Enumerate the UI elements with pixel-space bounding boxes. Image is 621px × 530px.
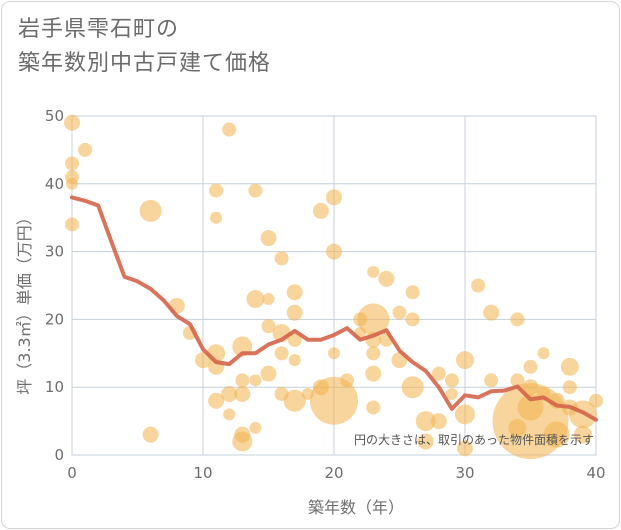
bubble-point (392, 305, 407, 320)
x-tick-label: 10 (193, 464, 212, 482)
bubble-point (234, 385, 251, 402)
bubble-point (328, 347, 340, 360)
bubble-point (262, 293, 275, 306)
bubble-point (431, 366, 446, 381)
y-tick-label: 50 (45, 107, 64, 125)
bubble-point (340, 373, 355, 388)
y-tick-label: 20 (45, 310, 64, 328)
bubble-point (444, 373, 459, 388)
x-tick-label: 30 (455, 464, 474, 482)
bubble-point (260, 230, 277, 247)
average-line-series (70, 195, 598, 422)
bubble-point (210, 211, 223, 224)
bubble-point (274, 346, 289, 361)
bubble-point (235, 373, 250, 388)
bubble-point (510, 373, 525, 388)
x-tick-label: 40 (586, 464, 605, 482)
bubble-point (64, 114, 80, 131)
bubble-point (573, 425, 592, 444)
bubble-point (366, 346, 381, 361)
chart-title-line-2: 築年数別中古戸建て価格 (18, 51, 272, 76)
bubble-point (221, 385, 238, 402)
axis-ticks: 0 10 20 30 40 0 10 20 30 40 50 (45, 107, 606, 482)
y-tick-label: 30 (45, 243, 64, 261)
average-price-line (70, 195, 598, 422)
bubble-point (283, 389, 306, 412)
bubble-point (367, 265, 380, 278)
bubble-point (415, 411, 436, 432)
bubble-point (366, 400, 381, 415)
bubble-point (195, 352, 211, 369)
bubble-point (139, 199, 162, 222)
bubble-point (248, 183, 263, 198)
bubble-point (456, 351, 474, 370)
bubble-point (405, 285, 420, 300)
bubble-point (430, 413, 447, 430)
bubble-series (64, 114, 603, 460)
bubble-point (457, 440, 473, 457)
bubble-point (365, 365, 382, 382)
bubble-point (537, 347, 550, 360)
bubble-point (274, 251, 289, 266)
bubble-point (142, 426, 159, 443)
bubble-point (417, 433, 434, 450)
bubble-point (484, 373, 499, 388)
bubble-point (326, 243, 342, 260)
bubble-point (222, 122, 237, 137)
bubble-point (378, 270, 395, 287)
bubble-point (310, 376, 358, 425)
bubble-point (261, 319, 276, 334)
bubble-size-note: 円の大きさは、取引のあった物件面積を示す (354, 432, 594, 447)
bubble-point (357, 303, 390, 336)
bubble-point (65, 217, 79, 232)
bubble-point (483, 304, 500, 321)
bubble-point (288, 354, 301, 367)
x-axis-title: 築年数（年） (308, 498, 404, 517)
x-tick-label: 0 (67, 464, 77, 482)
bubble-point (560, 357, 579, 376)
bubble-point (471, 278, 486, 293)
y-tick-label: 40 (45, 175, 64, 193)
bubble-point (78, 142, 93, 157)
bubble-point (208, 392, 225, 409)
bubble-point (562, 380, 577, 395)
bubble-point (589, 393, 603, 408)
bubble-point (401, 376, 424, 399)
bubble-point (523, 359, 538, 374)
bubble-point (312, 202, 329, 219)
bubble-point (249, 421, 262, 434)
bubble-point (510, 312, 525, 327)
bubble-point (405, 312, 420, 327)
bubble-point (249, 374, 262, 387)
bubble-point (65, 156, 79, 171)
bubble-point (455, 404, 475, 425)
bubble-point (543, 421, 570, 448)
bubble-point (209, 183, 224, 198)
bubble-point (246, 290, 265, 309)
bubble-point (287, 332, 302, 347)
bubble-point (286, 304, 303, 321)
bubble-point (223, 408, 236, 421)
chart-title: 岩手県雫石町の 築年数別中古戸建て価格 (18, 13, 271, 81)
x-tick-label: 20 (324, 464, 343, 482)
bubble-point (445, 387, 458, 400)
bubble-point (326, 189, 342, 206)
bubble-point (286, 284, 303, 301)
bubble-point (232, 431, 253, 452)
y-axis-title: 坪（3.3㎡）単価（万円） (15, 209, 34, 394)
y-tick-label: 10 (45, 378, 64, 396)
chart-title-line-1: 岩手県雫石町の (18, 17, 180, 42)
y-tick-label: 0 (54, 446, 64, 464)
bubble-point (260, 365, 277, 382)
bubble-point (66, 177, 78, 190)
